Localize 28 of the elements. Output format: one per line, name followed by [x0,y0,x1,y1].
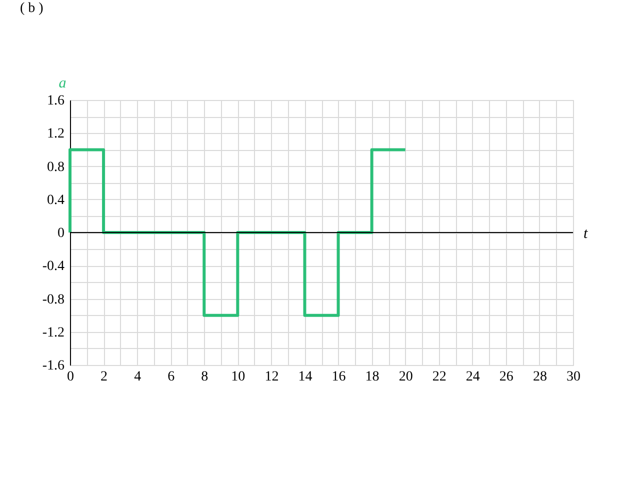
x-tick-label: 4 [134,370,142,384]
x-tick-label: 14 [298,370,312,384]
y-tick-label: -0.4 [42,259,64,274]
y-tick-label: 1.6 [47,94,64,108]
x-tick-label: 6 [168,370,175,384]
x-tick-label: 26 [499,370,514,384]
y-tick-label: 1.2 [47,126,64,142]
y-tick-label: 0.4 [47,192,64,208]
x-tick-label: 24 [466,370,480,384]
x-tick-label: 10 [231,370,246,384]
x-tick-label: 22 [432,370,446,384]
chart-title: ( b ) [20,1,44,16]
x-tick-label: 16 [332,370,346,384]
x-tick-label: 8 [201,370,208,384]
x-tick-label: 18 [365,370,380,384]
x-axis-title: t [584,226,588,242]
y-tick-label: 0.8 [47,160,64,175]
y-tick-label: -1.6 [42,358,64,374]
y-axis-title: a [58,76,66,92]
x-tick-label: 28 [532,370,547,384]
x-tick-label: 12 [264,370,279,384]
x-tick-label: 30 [566,370,580,384]
x-tick-label: 2 [100,370,108,384]
y-tick-label: -1.2 [42,325,64,340]
x-tick-label: 20 [398,370,413,384]
y-tick-label: -0.8 [42,292,64,308]
x-tick-label: 0 [67,370,74,384]
y-tick-label: 0 [58,226,64,241]
